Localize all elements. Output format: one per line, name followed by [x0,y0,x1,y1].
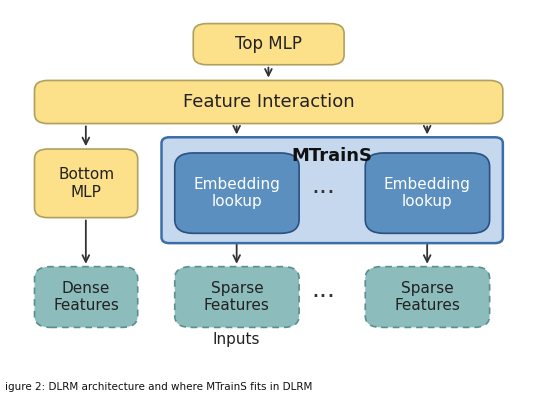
Text: Inputs: Inputs [213,332,260,347]
Text: Sparse
Features: Sparse Features [204,281,270,313]
Text: ···: ··· [311,285,335,309]
FancyBboxPatch shape [175,267,299,327]
FancyBboxPatch shape [365,153,490,233]
FancyBboxPatch shape [175,153,299,233]
Text: MTrainS: MTrainS [292,147,373,165]
FancyBboxPatch shape [35,267,138,327]
Text: Feature Interaction: Feature Interaction [183,93,354,111]
FancyBboxPatch shape [161,137,503,243]
FancyBboxPatch shape [193,24,344,65]
Text: Embedding
lookup: Embedding lookup [384,177,471,209]
Text: Top MLP: Top MLP [235,35,302,53]
Text: Sparse
Features: Sparse Features [395,281,461,313]
Text: Embedding
lookup: Embedding lookup [193,177,280,209]
FancyBboxPatch shape [35,80,503,124]
Text: igure 2: DLRM architecture and where MTrainS fits in DLRM: igure 2: DLRM architecture and where MTr… [5,382,313,392]
Text: ···: ··· [311,181,335,205]
FancyBboxPatch shape [365,267,490,327]
FancyBboxPatch shape [35,149,138,218]
Text: Bottom
MLP: Bottom MLP [58,167,114,200]
Text: Dense
Features: Dense Features [53,281,119,313]
